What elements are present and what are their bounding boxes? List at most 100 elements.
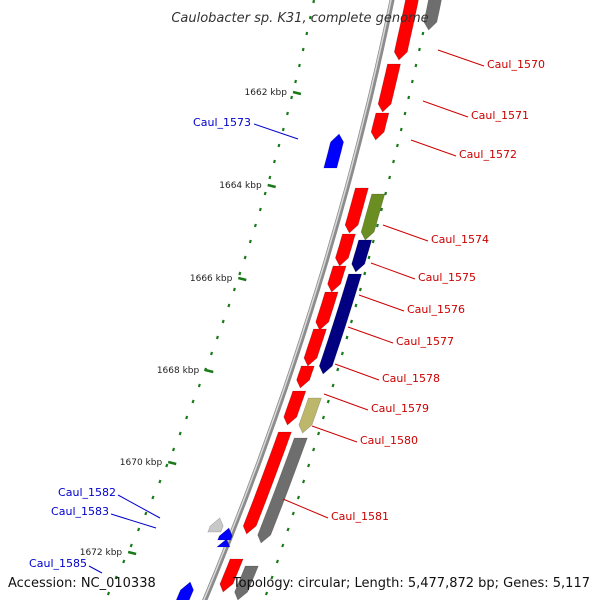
inner-dot-track (281, 127, 285, 132)
inner-dot-track (191, 399, 195, 404)
gene-label[interactable]: Caul_1572 (459, 148, 517, 161)
outer-dot-track (354, 303, 358, 308)
gene-caul-1585[interactable] (174, 581, 194, 600)
gene-label[interactable]: Caul_1577 (396, 335, 454, 348)
summary-text: Topology: circular; Length: 5,477,872 bp… (232, 576, 590, 591)
inner-dot-track (301, 47, 305, 52)
inner-dot-track (286, 111, 289, 116)
outer-dot-track (296, 495, 301, 500)
outer-dot-track (392, 159, 395, 164)
outer-dot-track (367, 255, 371, 260)
outer-dot-track (326, 399, 330, 404)
inner-dot-track (294, 79, 298, 84)
outer-dot-track (331, 383, 335, 388)
outer-dot-track (336, 367, 340, 372)
gene-caul-1580[interactable] (298, 397, 322, 434)
outer-dot-track (286, 527, 290, 532)
gene-label[interactable]: Caul_1571 (471, 109, 529, 122)
kbp-tick-mark (127, 550, 137, 556)
inner-dot-track (151, 495, 155, 500)
outer-dot-track (345, 335, 349, 340)
outer-dot-track (264, 591, 269, 596)
label-leader-line (422, 100, 469, 118)
inner-dot-track (136, 527, 141, 532)
gene-label[interactable]: Caul_1583 (51, 505, 109, 518)
inner-dot-track (158, 479, 162, 484)
inner-dot-track (114, 575, 118, 580)
kbp-tick-label: 1670 kbp (120, 458, 163, 468)
outer-dot-track (410, 79, 414, 84)
label-leader-line (117, 494, 161, 519)
backbone-line (202, 0, 395, 600)
inner-dot-track (185, 415, 189, 420)
gene-caul-1582[interactable] (207, 517, 224, 533)
inner-dot-track (253, 223, 257, 228)
gene-caul-1575[interactable] (351, 239, 373, 273)
gene-caul-1579[interactable] (283, 390, 307, 426)
outer-dot-track (414, 63, 418, 68)
gene-label[interactable]: Caul_1579 (371, 402, 429, 415)
gene-caul-1581-gray[interactable] (257, 437, 308, 544)
label-leader-line (88, 565, 103, 574)
outer-dot-track (371, 239, 375, 244)
outer-dot-track (275, 559, 280, 564)
gene-caul-1578[interactable] (296, 365, 315, 389)
inner-dot-track (298, 63, 301, 68)
gene-labels: Caul_1570 Caul_1571 Caul_1572 Caul_1573 Caul… (29, 58, 545, 570)
outer-dot-track (407, 95, 411, 100)
gene-red-d[interactable] (303, 328, 327, 367)
gene-caul-1576[interactable] (318, 273, 363, 375)
inner-dot-track (305, 31, 309, 36)
inner-dot-track (144, 511, 148, 516)
kbp-tick-label: 1664 kbp (219, 181, 262, 191)
gene-label[interactable]: Caul_1576 (407, 303, 465, 316)
inner-dot-track (215, 335, 219, 340)
gene-red-e[interactable] (219, 558, 244, 593)
gene-caul-1572[interactable] (370, 112, 390, 141)
label-leader-line (253, 123, 299, 140)
gene-label[interactable]: Caul_1581 (331, 510, 389, 523)
gene-label[interactable]: Caul_1574 (431, 233, 489, 246)
gene-blue-small[interactable] (216, 538, 231, 548)
gene-label[interactable]: Caul_1580 (360, 434, 418, 447)
inner-dot-track (232, 287, 236, 292)
gene-red-a[interactable] (344, 187, 369, 234)
inner-dot-track (308, 15, 312, 20)
gene-caul-1577[interactable] (315, 291, 339, 331)
gene-label[interactable]: Caul_1578 (382, 372, 440, 385)
outer-dot-track (403, 111, 407, 116)
outer-dot-track (317, 431, 321, 436)
gene-top-gray[interactable] (423, 0, 443, 31)
gene-red-c[interactable] (327, 265, 347, 293)
inner-dot-track (221, 319, 225, 324)
gene-red-b[interactable] (335, 233, 356, 267)
gene-label[interactable]: Caul_1573 (193, 116, 251, 129)
gene-caul-1573[interactable] (323, 133, 344, 169)
gene-features (174, 0, 443, 600)
gene-label[interactable]: Caul_1582 (58, 486, 116, 499)
gene-caul-1571[interactable] (377, 63, 401, 113)
label-leader-line (282, 498, 329, 519)
kbp-tick-label: 1662 kbp (245, 88, 288, 98)
gene-caul-1574[interactable] (360, 193, 386, 241)
kbp-tick-mark (204, 368, 214, 374)
gene-caul-1583[interactable] (217, 527, 233, 541)
label-leader-line (358, 294, 405, 312)
inner-dot-track (290, 95, 294, 100)
inner-dot-track (106, 591, 111, 596)
genome-title: Caulobacter sp. K31, complete genome (171, 11, 428, 26)
outer-dot-track (349, 319, 354, 324)
gene-caul-1570[interactable] (393, 0, 419, 61)
outer-dot-track (388, 175, 392, 180)
inner-dot-track (171, 447, 176, 452)
gene-caul-1581[interactable] (242, 431, 292, 535)
inner-dot-track (129, 543, 133, 548)
gene-label[interactable]: Caul_1585 (29, 557, 87, 570)
gene-label[interactable]: Caul_1570 (487, 58, 545, 71)
inner-dot-track (238, 271, 242, 276)
gene-gray-bottom[interactable] (234, 565, 259, 600)
outer-dot-track (270, 575, 274, 580)
backbone-highlight (202, 0, 392, 600)
gene-label[interactable]: Caul_1575 (418, 271, 476, 284)
